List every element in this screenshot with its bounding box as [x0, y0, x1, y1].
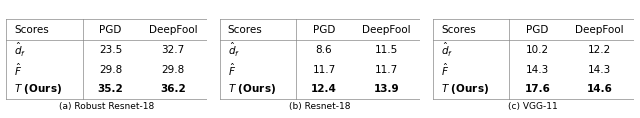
Text: 14.6: 14.6: [587, 84, 612, 94]
Text: $\hat{d}_f$: $\hat{d}_f$: [441, 41, 453, 59]
Text: 11.5: 11.5: [374, 45, 398, 55]
Text: 32.7: 32.7: [161, 45, 184, 55]
Text: $T$ (Ours): $T$ (Ours): [228, 82, 276, 96]
Text: PGD: PGD: [99, 25, 122, 35]
Text: Scores: Scores: [15, 25, 49, 35]
Text: DeepFool: DeepFool: [148, 25, 197, 35]
Text: $\hat{F}$: $\hat{F}$: [441, 61, 449, 78]
Text: 10.2: 10.2: [526, 45, 549, 55]
Text: $\hat{F}$: $\hat{F}$: [228, 61, 236, 78]
Text: Scores: Scores: [441, 25, 476, 35]
Text: (b) Resnet-18: (b) Resnet-18: [289, 102, 351, 111]
Text: DeepFool: DeepFool: [362, 25, 410, 35]
Text: 12.2: 12.2: [588, 45, 611, 55]
Text: $\hat{F}$: $\hat{F}$: [15, 61, 22, 78]
Text: Scores: Scores: [228, 25, 262, 35]
Text: 17.6: 17.6: [524, 84, 550, 94]
Text: (c) VGG-11: (c) VGG-11: [508, 102, 558, 111]
Text: 13.9: 13.9: [373, 84, 399, 94]
Text: 8.6: 8.6: [316, 45, 332, 55]
Text: 11.7: 11.7: [374, 65, 398, 75]
Text: 36.2: 36.2: [160, 84, 186, 94]
Text: 29.8: 29.8: [99, 65, 122, 75]
Text: $\hat{d}_f$: $\hat{d}_f$: [228, 41, 240, 59]
Text: PGD: PGD: [313, 25, 335, 35]
Text: $\hat{d}_f$: $\hat{d}_f$: [15, 41, 27, 59]
Text: 23.5: 23.5: [99, 45, 122, 55]
Text: $T$ (Ours): $T$ (Ours): [441, 82, 489, 96]
Text: 29.8: 29.8: [161, 65, 184, 75]
Text: (a) Robust Resnet-18: (a) Robust Resnet-18: [59, 102, 154, 111]
Text: 35.2: 35.2: [98, 84, 124, 94]
Text: 14.3: 14.3: [525, 65, 549, 75]
Text: $T$ (Ours): $T$ (Ours): [15, 82, 63, 96]
Text: PGD: PGD: [526, 25, 548, 35]
Text: 11.7: 11.7: [312, 65, 335, 75]
Text: 14.3: 14.3: [588, 65, 611, 75]
Text: 12.4: 12.4: [311, 84, 337, 94]
Text: DeepFool: DeepFool: [575, 25, 624, 35]
